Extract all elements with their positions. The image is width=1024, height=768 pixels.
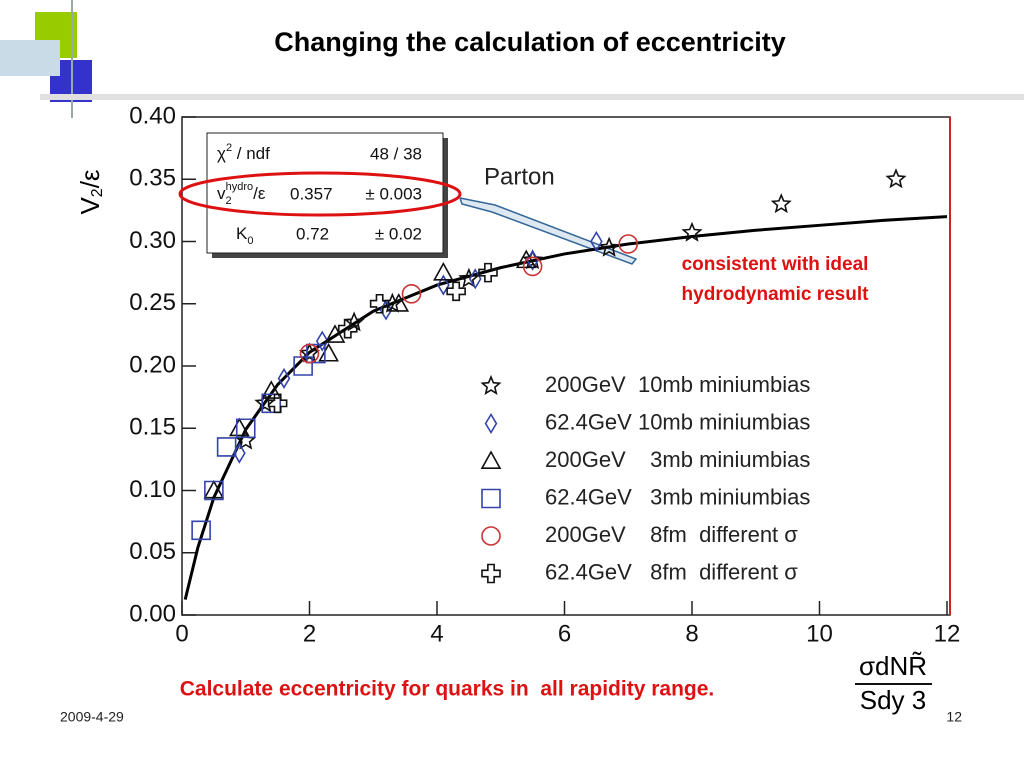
stat-label: v2hydro/ε xyxy=(217,181,266,207)
y-tick-label: 0.35 xyxy=(129,165,176,192)
annotation: consistent with ideal hydrodynamic result xyxy=(682,254,870,305)
y-tick-label: 0.25 xyxy=(129,289,176,316)
stat-label: χ2 / ndf xyxy=(217,142,270,164)
data-point xyxy=(203,479,225,499)
data-point xyxy=(229,417,250,437)
y-tick-label: 0.40 xyxy=(129,102,176,129)
y-tick-label: 0.05 xyxy=(129,538,176,565)
data-point xyxy=(318,342,339,362)
x-tick-label: 12 xyxy=(934,620,961,647)
y-tick-label: 0.30 xyxy=(129,227,176,254)
data-point xyxy=(433,261,454,281)
x-tick-label: 4 xyxy=(430,620,443,647)
stat-label: K0 xyxy=(236,224,253,246)
data-point xyxy=(337,318,358,339)
data-point xyxy=(204,480,224,501)
data-point xyxy=(369,293,390,314)
data-point xyxy=(260,380,282,399)
x-tick-label: 6 xyxy=(558,620,571,647)
data-point xyxy=(770,193,792,214)
plot-label: Parton xyxy=(484,163,555,190)
y-tick-label: 0.20 xyxy=(129,351,176,378)
callout-arrow xyxy=(458,197,638,265)
data-point xyxy=(681,221,703,242)
y-tick-label: 0.10 xyxy=(129,476,176,503)
date: 2009-4-29 xyxy=(60,709,124,725)
data-point xyxy=(437,274,450,296)
data-point xyxy=(324,324,346,343)
data-point xyxy=(446,281,466,302)
data-point xyxy=(216,437,237,457)
deco-bar xyxy=(40,94,1024,100)
y-tick-label: 0.15 xyxy=(129,414,176,441)
x-tick-label: 2 xyxy=(303,620,316,647)
data-point xyxy=(522,256,543,277)
stat-error: ± 0.003 xyxy=(365,184,422,203)
y-axis-label: V2/ε xyxy=(75,169,106,214)
legend-marker xyxy=(481,488,501,509)
stats-box xyxy=(206,132,444,254)
legend-label: 62.4GeV 3mb miniumbias xyxy=(545,484,810,509)
title: Changing the calculation of eccentricity xyxy=(274,27,786,57)
x-tick-label: 0 xyxy=(175,620,188,647)
data-point xyxy=(478,262,498,283)
stat-value: 0.357 xyxy=(290,184,333,203)
legend-marker xyxy=(480,374,502,395)
legend-label: 62.4GeV 10mb miniumbias xyxy=(545,409,810,434)
data-point xyxy=(618,234,639,254)
data-point xyxy=(191,520,211,541)
legend-marker xyxy=(484,412,498,435)
data-point xyxy=(598,236,620,257)
x-tick-label: 8 xyxy=(685,620,698,647)
data-point xyxy=(315,330,329,352)
x-axis-label-bottom: Sdy 3 xyxy=(860,685,927,715)
data-point xyxy=(388,293,410,312)
data-point xyxy=(401,283,422,304)
data-point xyxy=(306,343,326,364)
stat-error: ± 0.02 xyxy=(375,224,422,243)
y-tick-label: 0.00 xyxy=(129,600,176,627)
legend-marker xyxy=(480,450,502,469)
data-point xyxy=(277,367,291,390)
annotation-line: hydrodynamic result xyxy=(682,284,870,305)
data-point xyxy=(885,168,907,189)
fit-curve xyxy=(183,215,948,600)
highlight-ellipse xyxy=(178,171,462,217)
x-tick-label: 10 xyxy=(806,620,833,647)
annotation-line: consistent with ideal xyxy=(682,254,869,275)
legend-label: 200GeV 10mb miniumbias xyxy=(545,372,810,397)
legend-label: 200GeV 3mb miniumbias xyxy=(545,447,810,472)
legend-label: 200GeV 8fm different σ xyxy=(545,522,798,547)
data-point xyxy=(515,249,537,269)
legend-marker xyxy=(481,563,501,584)
stat-value: 48 / 38 xyxy=(370,144,422,163)
legend-marker xyxy=(481,526,501,546)
stat-value: 0.72 xyxy=(296,224,329,243)
data-point xyxy=(458,267,480,288)
page-number: 12 xyxy=(946,709,962,725)
legend-label: 62.4GeV 8fm different σ xyxy=(545,559,798,584)
caption: Calculate eccentricity for quarks in all… xyxy=(180,678,715,701)
deco-light xyxy=(0,40,60,76)
data-point xyxy=(590,230,603,253)
data-point xyxy=(235,418,256,439)
data-point xyxy=(299,343,320,364)
data-point xyxy=(267,393,288,414)
x-axis-label-top: σdNR̃ xyxy=(859,651,927,681)
